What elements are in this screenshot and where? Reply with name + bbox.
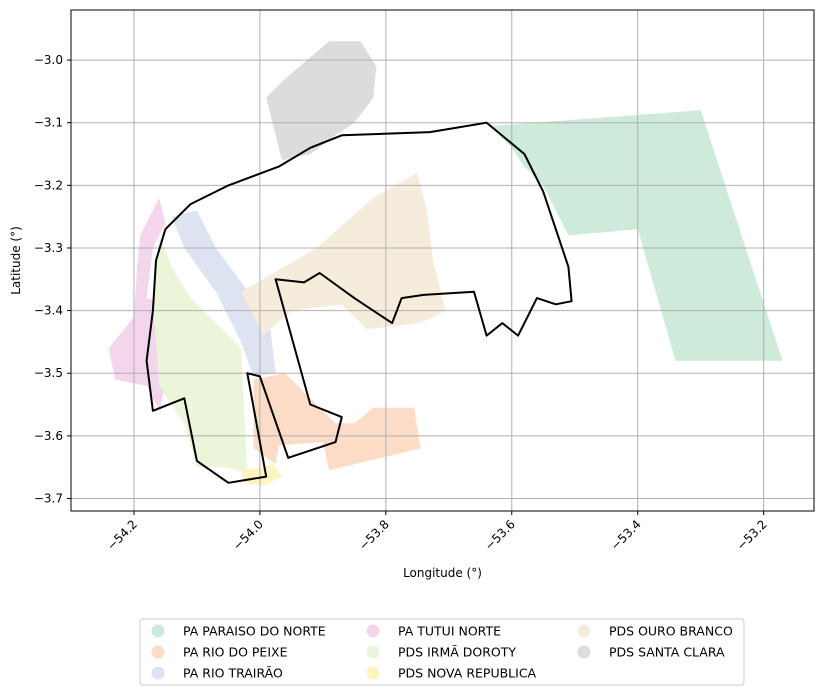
legend-label: PA RIO TRAIRÃO xyxy=(183,666,283,681)
legend-label: PA PARAISO DO NORTE xyxy=(183,624,326,639)
area-pa-rio-do-peixe xyxy=(253,373,421,471)
x-tick-label: −53.4 xyxy=(608,517,644,553)
y-tick-label: −3.0 xyxy=(34,53,63,67)
legend-item-pds-irma-doroty: PDS IRMÃ DOROTY xyxy=(366,645,516,660)
boundary-layer xyxy=(145,121,573,484)
legend-label: PA RIO DO PEIXE xyxy=(183,645,288,660)
y-axis: −3.0 −3.1 −3.2 −3.3 −3.4 −3.5 −3.6 −3.7 xyxy=(34,53,71,505)
x-tick-label: −54.2 xyxy=(104,517,140,553)
legend-label: PDS OURO BRANCO xyxy=(609,624,733,639)
legend-item-pa-paraiso-do-norte: PA PARAISO DO NORTE xyxy=(151,624,326,639)
legend-label: PDS NOVA REPUBLICA xyxy=(398,666,537,681)
legend-frame xyxy=(139,618,745,686)
legend-label: PDS SANTA CLARA xyxy=(609,645,725,660)
legend-item-pds-ouro-branco: PDS OURO BRANCO xyxy=(577,624,733,639)
y-tick-label: −3.5 xyxy=(34,366,63,380)
y-tick-label: −3.1 xyxy=(34,116,63,130)
legend-item-pds-santa-clara: PDS SANTA CLARA xyxy=(577,645,725,660)
legend-item-pa-rio-do-peixe: PA RIO DO PEIXE xyxy=(151,645,288,660)
study-area-boundary xyxy=(145,121,573,484)
legend-marker xyxy=(151,645,165,659)
legend-item-pds-nova-republica: PDS NOVA REPUBLICA xyxy=(366,666,537,681)
legend-marker xyxy=(366,666,380,680)
area-pa-paraiso-do-norte xyxy=(492,110,783,361)
area-pds-ouro-branco xyxy=(241,172,446,336)
y-tick-label: −3.6 xyxy=(34,429,63,443)
settlement-areas xyxy=(108,41,783,486)
area-pds-santa-clara xyxy=(266,41,377,161)
y-tick-label: −3.7 xyxy=(34,491,63,505)
x-tick-label: −54.0 xyxy=(230,517,266,553)
x-axis-label: Longitude (°) xyxy=(403,566,482,580)
legend-item-pa-rio-trairao: PA RIO TRAIRÃO xyxy=(151,666,283,681)
legend-marker xyxy=(577,624,591,638)
y-tick-label: −3.4 xyxy=(34,304,63,318)
legend-marker xyxy=(366,624,380,638)
area-pds-irma-doroty xyxy=(152,235,248,474)
legend-marker xyxy=(366,645,380,659)
legend-item-pa-tutui-norte: PA TUTUI NORTE xyxy=(366,624,501,639)
plot-frame xyxy=(70,9,815,512)
y-axis-label: Latitude (°) xyxy=(9,226,23,295)
x-tick-label: −53.6 xyxy=(482,517,518,553)
legend-marker xyxy=(151,624,165,638)
legend-marker xyxy=(577,645,591,659)
legend-label: PDS IRMÃ DOROTY xyxy=(398,645,516,660)
x-axis: −54.2 −54.0 −53.8 −53.6 −53.4 −53.2 xyxy=(104,511,770,553)
grid-lines xyxy=(71,10,814,511)
x-tick-label: −53.2 xyxy=(734,517,770,553)
y-tick-label: −3.2 xyxy=(34,178,63,192)
area-pa-rio-trairao xyxy=(171,210,276,377)
x-tick-label: −53.8 xyxy=(356,517,392,553)
legend-marker xyxy=(151,666,165,680)
y-tick-label: −3.3 xyxy=(34,241,63,255)
legend-label: PA TUTUI NORTE xyxy=(398,624,501,639)
area-pds-nova-republica xyxy=(241,464,282,486)
legend: PA PARAISO DO NORTE PA RIO DO PEIXE PA RIO… xyxy=(139,618,745,686)
